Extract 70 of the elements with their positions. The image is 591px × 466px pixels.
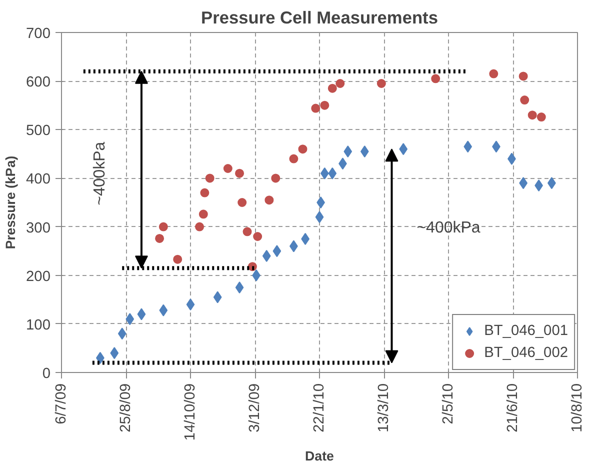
point bbox=[399, 143, 408, 156]
point bbox=[200, 188, 210, 198]
point bbox=[195, 222, 204, 232]
point bbox=[289, 154, 298, 164]
point bbox=[235, 168, 244, 178]
point bbox=[126, 313, 134, 326]
y-axis-title: Pressure (kPa) bbox=[3, 156, 18, 250]
legend-label: BT_046_001 bbox=[484, 323, 568, 339]
point bbox=[110, 347, 119, 360]
point bbox=[360, 146, 369, 158]
point bbox=[262, 250, 271, 262]
y-tick-label: 400 bbox=[26, 172, 51, 188]
point bbox=[137, 308, 146, 320]
x-tick-label: 13/3/10 bbox=[376, 383, 392, 432]
point bbox=[235, 282, 244, 294]
point bbox=[344, 146, 352, 158]
point bbox=[298, 144, 308, 154]
point bbox=[213, 291, 222, 304]
x-axis-title: Date bbox=[305, 448, 334, 464]
x-tick-label: 21/6/10 bbox=[505, 383, 521, 432]
point bbox=[311, 104, 320, 113]
point bbox=[316, 196, 325, 208]
x-tick-label: 10/8/10 bbox=[570, 383, 586, 432]
point bbox=[315, 211, 324, 224]
point bbox=[242, 227, 252, 236]
point bbox=[489, 69, 498, 78]
point bbox=[205, 174, 214, 183]
point bbox=[464, 140, 472, 153]
point bbox=[173, 254, 182, 264]
point bbox=[223, 164, 232, 173]
x-tick-label: 2/5/10 bbox=[440, 384, 456, 424]
point bbox=[186, 298, 195, 310]
annotation: ~400kPa bbox=[92, 142, 109, 206]
point bbox=[328, 167, 337, 180]
y-tick-label: 600 bbox=[26, 74, 51, 91]
point bbox=[155, 234, 164, 243]
point bbox=[520, 96, 530, 105]
x-tick-label: 22/1/10 bbox=[312, 383, 328, 432]
point bbox=[118, 328, 126, 340]
point bbox=[238, 198, 247, 207]
y-tick-label: 700 bbox=[26, 26, 51, 42]
point bbox=[272, 245, 282, 258]
point bbox=[320, 167, 329, 180]
point bbox=[253, 232, 262, 241]
point bbox=[336, 79, 345, 88]
point bbox=[159, 304, 168, 316]
x-tick-label: 3/12/09 bbox=[247, 383, 263, 432]
point bbox=[528, 110, 537, 120]
y-tick-label: 0 bbox=[42, 366, 51, 382]
point bbox=[198, 210, 208, 219]
point bbox=[328, 84, 337, 93]
point bbox=[271, 174, 280, 183]
point bbox=[158, 222, 168, 232]
point bbox=[534, 180, 543, 192]
annotation: ~400kPa bbox=[416, 220, 480, 236]
y-tick-label: 200 bbox=[26, 268, 51, 285]
y-tick-label: 100 bbox=[26, 317, 51, 334]
x-tick-label: 25/8/09 bbox=[118, 383, 134, 432]
point bbox=[431, 74, 440, 84]
point bbox=[536, 112, 546, 122]
point bbox=[320, 100, 330, 110]
x-tick-label: 6/7/09 bbox=[54, 384, 70, 424]
y-tick-label: 500 bbox=[26, 123, 51, 140]
legend-label: BT_046_002 bbox=[484, 345, 568, 361]
x-tick-label: 14/10/09 bbox=[182, 383, 198, 441]
point bbox=[376, 79, 386, 88]
y-tick-label: 300 bbox=[26, 220, 51, 236]
chart-title: Pressure Cell Measurements bbox=[201, 8, 438, 28]
point bbox=[264, 196, 274, 205]
point bbox=[518, 72, 528, 81]
